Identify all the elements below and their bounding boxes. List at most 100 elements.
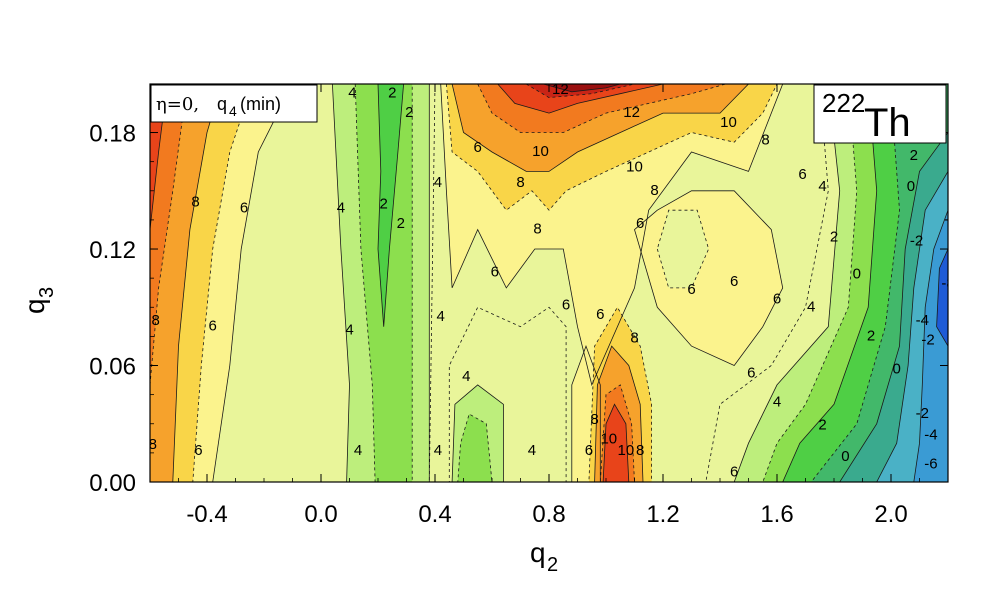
contour-label: 6	[491, 263, 499, 280]
contour-label: 6	[194, 442, 202, 459]
contour-label: 0	[907, 178, 915, 195]
contour-line	[634, 190, 784, 366]
x-tick-label: 1.6	[760, 501, 793, 528]
y-tick-label: 0.12	[89, 237, 136, 264]
contour-line	[543, 84, 621, 93]
contour-label: 2	[397, 215, 405, 232]
contour-label: 8	[533, 221, 541, 238]
contour-line	[457, 413, 493, 482]
contour-label: 4	[345, 322, 353, 339]
contour-line	[936, 248, 948, 347]
y-tick-label: 0.06	[89, 354, 136, 381]
contour-line	[839, 131, 948, 482]
contour-label: 4	[462, 368, 470, 385]
contour-label: 8	[191, 193, 199, 210]
contour-region	[543, 84, 621, 92]
x-tick-label: 1.2	[646, 501, 679, 528]
contour-label: 6	[636, 215, 644, 232]
x-tick-label: 2.0	[874, 501, 907, 528]
contour-line	[913, 210, 948, 482]
legend-eta: η=0,	[156, 94, 199, 115]
y-tick-label: 0.00	[89, 470, 136, 497]
contour-line	[150, 84, 293, 482]
contour-label: 4	[354, 442, 362, 459]
y-axis: 0.00 0.06 0.12 0.18	[89, 103, 948, 497]
contour-label: 10	[626, 158, 643, 175]
legend-var: q	[217, 94, 227, 114]
contour-label: 6	[798, 166, 806, 183]
contour-label: 8	[152, 312, 160, 329]
contour-label: 6	[474, 139, 482, 156]
contour-label: 4	[434, 442, 442, 459]
contour-label: -2	[910, 232, 923, 249]
contour-label: 6	[687, 281, 695, 298]
contour-region	[150, 84, 188, 385]
contour-label: 2	[405, 104, 413, 121]
contour-label: 2	[910, 147, 918, 164]
contour-label: 4	[434, 174, 442, 191]
contour-label: 6	[585, 442, 593, 459]
contour-line	[594, 345, 644, 482]
contour-region	[378, 84, 404, 327]
contour-label: 8	[761, 131, 769, 148]
contour-label: 4	[807, 298, 815, 315]
legend-box: η=0, q 4 (min)	[150, 84, 318, 123]
contour-label: 4	[348, 85, 356, 102]
contour-line	[150, 84, 168, 230]
contour-label: 0	[841, 448, 849, 465]
x-tick-label: -0.4	[186, 501, 227, 528]
contour-label: 6	[240, 199, 248, 216]
contour-label: 10	[532, 143, 549, 160]
contour-label: 2	[818, 417, 826, 434]
contour-label: 8	[149, 436, 157, 453]
contour-label: 6	[773, 290, 781, 307]
contour-label: 4	[337, 199, 345, 216]
y-tick-label: 0.18	[89, 121, 136, 148]
x-axis-title-sub: 2	[547, 554, 558, 576]
contour-line	[440, 84, 784, 387]
contour-label: -4	[916, 312, 929, 329]
contour-line	[656, 209, 710, 289]
contour-line	[331, 84, 430, 482]
y-axis-title: q 3	[19, 287, 58, 314]
nucleus-mass-number: 222	[822, 88, 865, 118]
contour-label: 8	[630, 329, 638, 346]
contour-label: 0	[893, 360, 901, 377]
contour-label: -2	[916, 405, 929, 422]
contour-label: -4	[944, 211, 957, 228]
contour-label: 2	[830, 228, 838, 245]
contour-line	[733, 84, 948, 482]
contour-line	[571, 344, 601, 482]
contour-label: -4	[924, 426, 937, 443]
contour-region	[657, 210, 709, 288]
contour-region	[603, 404, 629, 482]
contour-label: 4	[528, 442, 536, 459]
contour-line	[377, 84, 405, 327]
contour-line	[497, 84, 664, 114]
x-tick-label: 0.8	[532, 501, 565, 528]
contour-line	[477, 84, 726, 133]
contour-label: 8	[650, 182, 658, 199]
nucleus-label-box: 222 Th	[813, 84, 947, 145]
contour-label: 10	[600, 430, 617, 447]
x-axis-title-main: q	[530, 537, 546, 568]
contour-label: 6	[596, 306, 604, 323]
x-tick-label: 0.4	[418, 501, 451, 528]
contour-label: -6	[924, 455, 937, 472]
contour-label: 8	[590, 411, 598, 428]
contour-region	[457, 414, 492, 482]
contour-label: 8	[516, 174, 524, 191]
contour-label: 2	[388, 85, 396, 102]
contour-label: 10	[618, 442, 635, 459]
contour-line	[445, 84, 778, 211]
contour-label: 6	[209, 318, 217, 335]
contour-line	[602, 403, 630, 482]
nucleus-label-frame	[813, 84, 947, 144]
contour-line	[762, 84, 948, 482]
contour-line	[150, 84, 254, 482]
contour-line	[150, 84, 222, 482]
y-axis-title-sub: 3	[36, 287, 58, 298]
